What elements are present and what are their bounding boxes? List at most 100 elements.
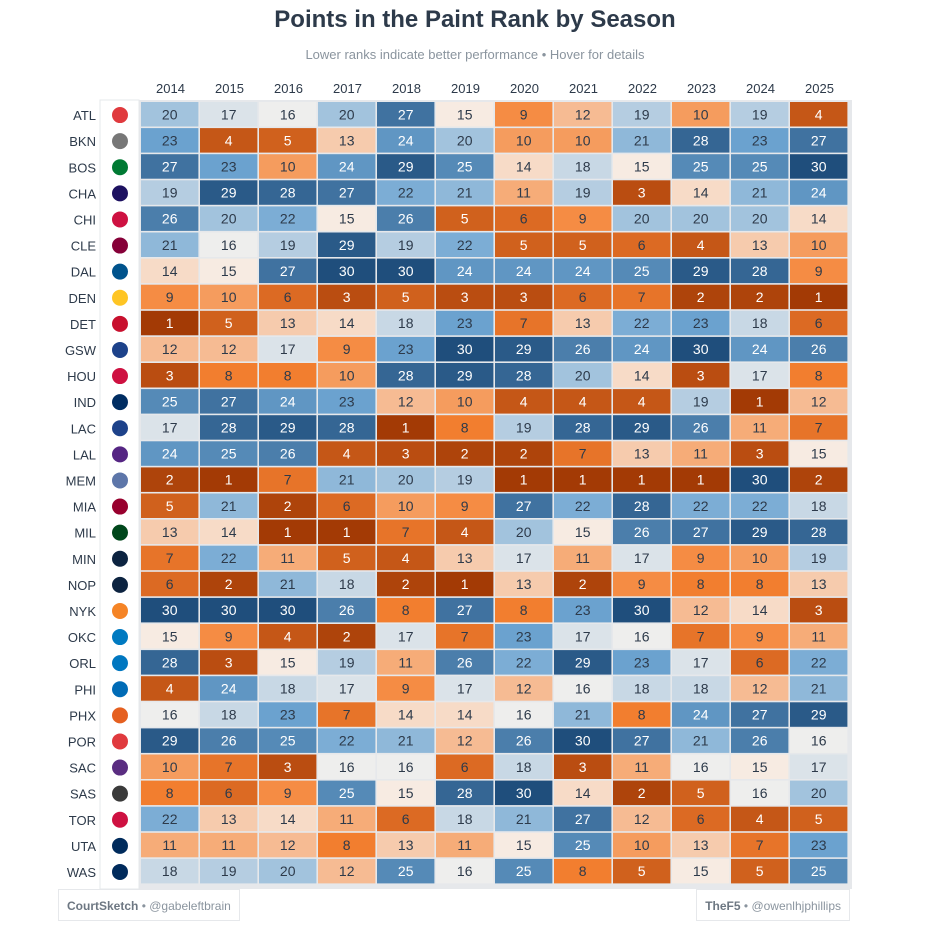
heatmap-cell[interactable] bbox=[672, 493, 730, 519]
heatmap-cell[interactable] bbox=[790, 780, 848, 806]
heatmap-cell[interactable] bbox=[436, 597, 494, 623]
heatmap-cell[interactable] bbox=[613, 858, 671, 884]
heatmap-cell[interactable] bbox=[318, 258, 376, 284]
heatmap-cell[interactable] bbox=[141, 363, 199, 388]
heatmap-cell[interactable] bbox=[318, 310, 376, 336]
heatmap-cell[interactable] bbox=[200, 754, 258, 780]
heatmap-cell[interactable] bbox=[613, 206, 671, 231]
heatmap-cell[interactable] bbox=[377, 806, 435, 832]
heatmap-cell[interactable] bbox=[436, 441, 494, 466]
heatmap-cell[interactable] bbox=[141, 858, 199, 884]
heatmap-cell[interactable] bbox=[495, 545, 553, 571]
heatmap-cell[interactable] bbox=[318, 415, 376, 440]
heatmap-cell[interactable] bbox=[790, 310, 848, 336]
heatmap-cell[interactable] bbox=[259, 363, 317, 388]
heatmap-cell[interactable] bbox=[554, 676, 612, 701]
heatmap-cell[interactable] bbox=[377, 676, 435, 701]
heatmap-cell[interactable] bbox=[495, 624, 553, 649]
heatmap-cell[interactable] bbox=[200, 154, 258, 179]
heatmap-cell[interactable] bbox=[436, 336, 494, 362]
heatmap-cell[interactable] bbox=[200, 128, 258, 153]
heatmap-cell[interactable] bbox=[377, 858, 435, 884]
heatmap-cell[interactable] bbox=[436, 545, 494, 571]
heatmap-cell[interactable] bbox=[259, 441, 317, 466]
heatmap-cell[interactable] bbox=[613, 336, 671, 362]
heatmap-cell[interactable] bbox=[613, 441, 671, 466]
heatmap-cell[interactable] bbox=[790, 389, 848, 414]
heatmap-cell[interactable] bbox=[613, 389, 671, 414]
heatmap-cell[interactable] bbox=[318, 467, 376, 492]
heatmap-cell[interactable] bbox=[141, 676, 199, 701]
heatmap-cell[interactable] bbox=[554, 128, 612, 153]
heatmap-cell[interactable] bbox=[200, 336, 258, 362]
heatmap-cell[interactable] bbox=[436, 858, 494, 884]
heatmap-cell[interactable] bbox=[436, 154, 494, 179]
heatmap-cell[interactable] bbox=[141, 519, 199, 545]
heatmap-cell[interactable] bbox=[436, 258, 494, 284]
heatmap-cell[interactable] bbox=[554, 858, 612, 884]
heatmap-cell[interactable] bbox=[377, 597, 435, 623]
heatmap-cell[interactable] bbox=[495, 702, 553, 727]
heatmap-cell[interactable] bbox=[200, 806, 258, 832]
heatmap-cell[interactable] bbox=[377, 389, 435, 414]
heatmap-cell[interactable] bbox=[141, 310, 199, 336]
heatmap-cell[interactable] bbox=[436, 702, 494, 727]
heatmap-cell[interactable] bbox=[554, 180, 612, 205]
heatmap-cell[interactable] bbox=[731, 102, 789, 127]
heatmap-cell[interactable] bbox=[495, 128, 553, 153]
heatmap-cell[interactable] bbox=[731, 493, 789, 519]
heatmap-cell[interactable] bbox=[141, 571, 199, 597]
heatmap-cell[interactable] bbox=[377, 310, 435, 336]
heatmap-cell[interactable] bbox=[613, 519, 671, 545]
heatmap-cell[interactable] bbox=[141, 232, 199, 258]
heatmap-cell[interactable] bbox=[436, 102, 494, 127]
heatmap-cell[interactable] bbox=[790, 702, 848, 727]
heatmap-cell[interactable] bbox=[200, 597, 258, 623]
heatmap-cell[interactable] bbox=[731, 154, 789, 179]
heatmap-cell[interactable] bbox=[436, 806, 494, 832]
heatmap-cell[interactable] bbox=[141, 284, 199, 310]
heatmap-cell[interactable] bbox=[436, 780, 494, 806]
heatmap-cell[interactable] bbox=[436, 232, 494, 258]
heatmap-cell[interactable] bbox=[141, 597, 199, 623]
heatmap-cell[interactable] bbox=[141, 389, 199, 414]
heatmap-cell[interactable] bbox=[141, 832, 199, 858]
heatmap-cell[interactable] bbox=[672, 571, 730, 597]
heatmap-cell[interactable] bbox=[554, 467, 612, 492]
heatmap-cell[interactable] bbox=[259, 128, 317, 153]
heatmap-cell[interactable] bbox=[554, 571, 612, 597]
heatmap-cell[interactable] bbox=[731, 389, 789, 414]
heatmap-cell[interactable] bbox=[377, 180, 435, 205]
heatmap-cell[interactable] bbox=[318, 363, 376, 388]
heatmap-cell[interactable] bbox=[731, 780, 789, 806]
heatmap-cell[interactable] bbox=[436, 650, 494, 675]
heatmap-cell[interactable] bbox=[259, 493, 317, 519]
heatmap-cell[interactable] bbox=[377, 128, 435, 153]
heatmap-cell[interactable] bbox=[672, 467, 730, 492]
heatmap-cell[interactable] bbox=[554, 545, 612, 571]
heatmap-cell[interactable] bbox=[672, 702, 730, 727]
heatmap-cell[interactable] bbox=[436, 389, 494, 414]
heatmap-cell[interactable] bbox=[436, 284, 494, 310]
heatmap-cell[interactable] bbox=[554, 258, 612, 284]
heatmap-cell[interactable] bbox=[318, 102, 376, 127]
heatmap-cell[interactable] bbox=[495, 650, 553, 675]
heatmap-cell[interactable] bbox=[495, 154, 553, 179]
heatmap-cell[interactable] bbox=[731, 206, 789, 231]
heatmap-cell[interactable] bbox=[259, 102, 317, 127]
heatmap-cell[interactable] bbox=[790, 519, 848, 545]
heatmap-cell[interactable] bbox=[318, 624, 376, 649]
heatmap-cell[interactable] bbox=[790, 493, 848, 519]
heatmap-cell[interactable] bbox=[554, 441, 612, 466]
heatmap-cell[interactable] bbox=[436, 467, 494, 492]
heatmap-cell[interactable] bbox=[377, 284, 435, 310]
heatmap-cell[interactable] bbox=[554, 493, 612, 519]
heatmap-cell[interactable] bbox=[200, 102, 258, 127]
heatmap-cell[interactable] bbox=[495, 258, 553, 284]
heatmap-cell[interactable] bbox=[495, 336, 553, 362]
heatmap-cell[interactable] bbox=[495, 232, 553, 258]
heatmap-cell[interactable] bbox=[790, 650, 848, 675]
heatmap-cell[interactable] bbox=[141, 415, 199, 440]
heatmap-cell[interactable] bbox=[554, 754, 612, 780]
